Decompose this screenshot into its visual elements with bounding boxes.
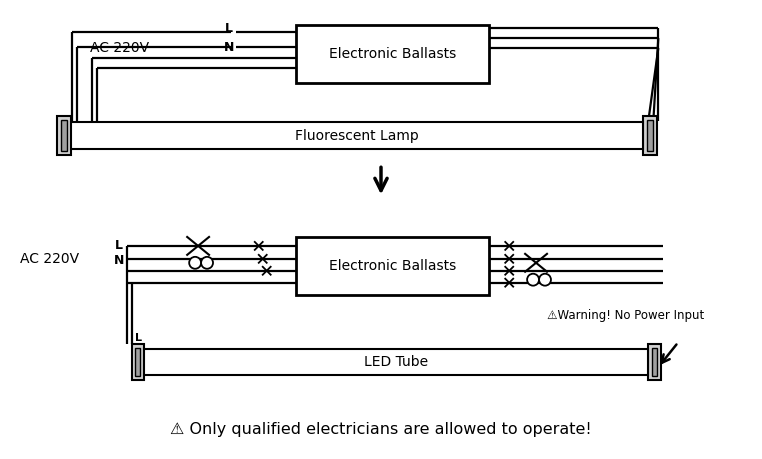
Bar	[648, 120, 653, 151]
Circle shape	[201, 257, 213, 269]
Bar	[648, 344, 661, 380]
Text: Electronic Ballasts: Electronic Ballasts	[329, 259, 456, 273]
Text: Fluorescent Lamp: Fluorescent Lamp	[295, 129, 419, 143]
Bar	[652, 348, 658, 376]
Bar	[296, 237, 489, 295]
Text: L: L	[114, 240, 123, 252]
Text: ⚠ Only qualified electricians are allowed to operate!: ⚠ Only qualified electricians are allowe…	[170, 422, 592, 437]
Text: LED Tube: LED Tube	[364, 355, 428, 369]
Bar	[296, 25, 489, 83]
Bar	[145, 349, 648, 375]
Text: AC 220V: AC 220V	[90, 41, 149, 55]
Circle shape	[527, 274, 539, 285]
Text: L: L	[135, 333, 142, 343]
Bar	[136, 348, 140, 376]
Bar	[57, 116, 71, 156]
Circle shape	[539, 274, 551, 285]
Text: L: L	[225, 22, 233, 35]
Bar	[132, 344, 145, 380]
Text: N: N	[114, 254, 123, 267]
Text: ⚠Warning! No Power Input: ⚠Warning! No Power Input	[547, 309, 704, 322]
Text: N: N	[224, 40, 234, 54]
Text: Electronic Ballasts: Electronic Ballasts	[329, 47, 456, 61]
Text: AC 220V: AC 220V	[21, 252, 79, 266]
Text: N: N	[135, 346, 144, 356]
Bar	[61, 120, 67, 151]
Bar	[71, 122, 643, 150]
Bar	[643, 116, 658, 156]
Circle shape	[189, 257, 201, 269]
